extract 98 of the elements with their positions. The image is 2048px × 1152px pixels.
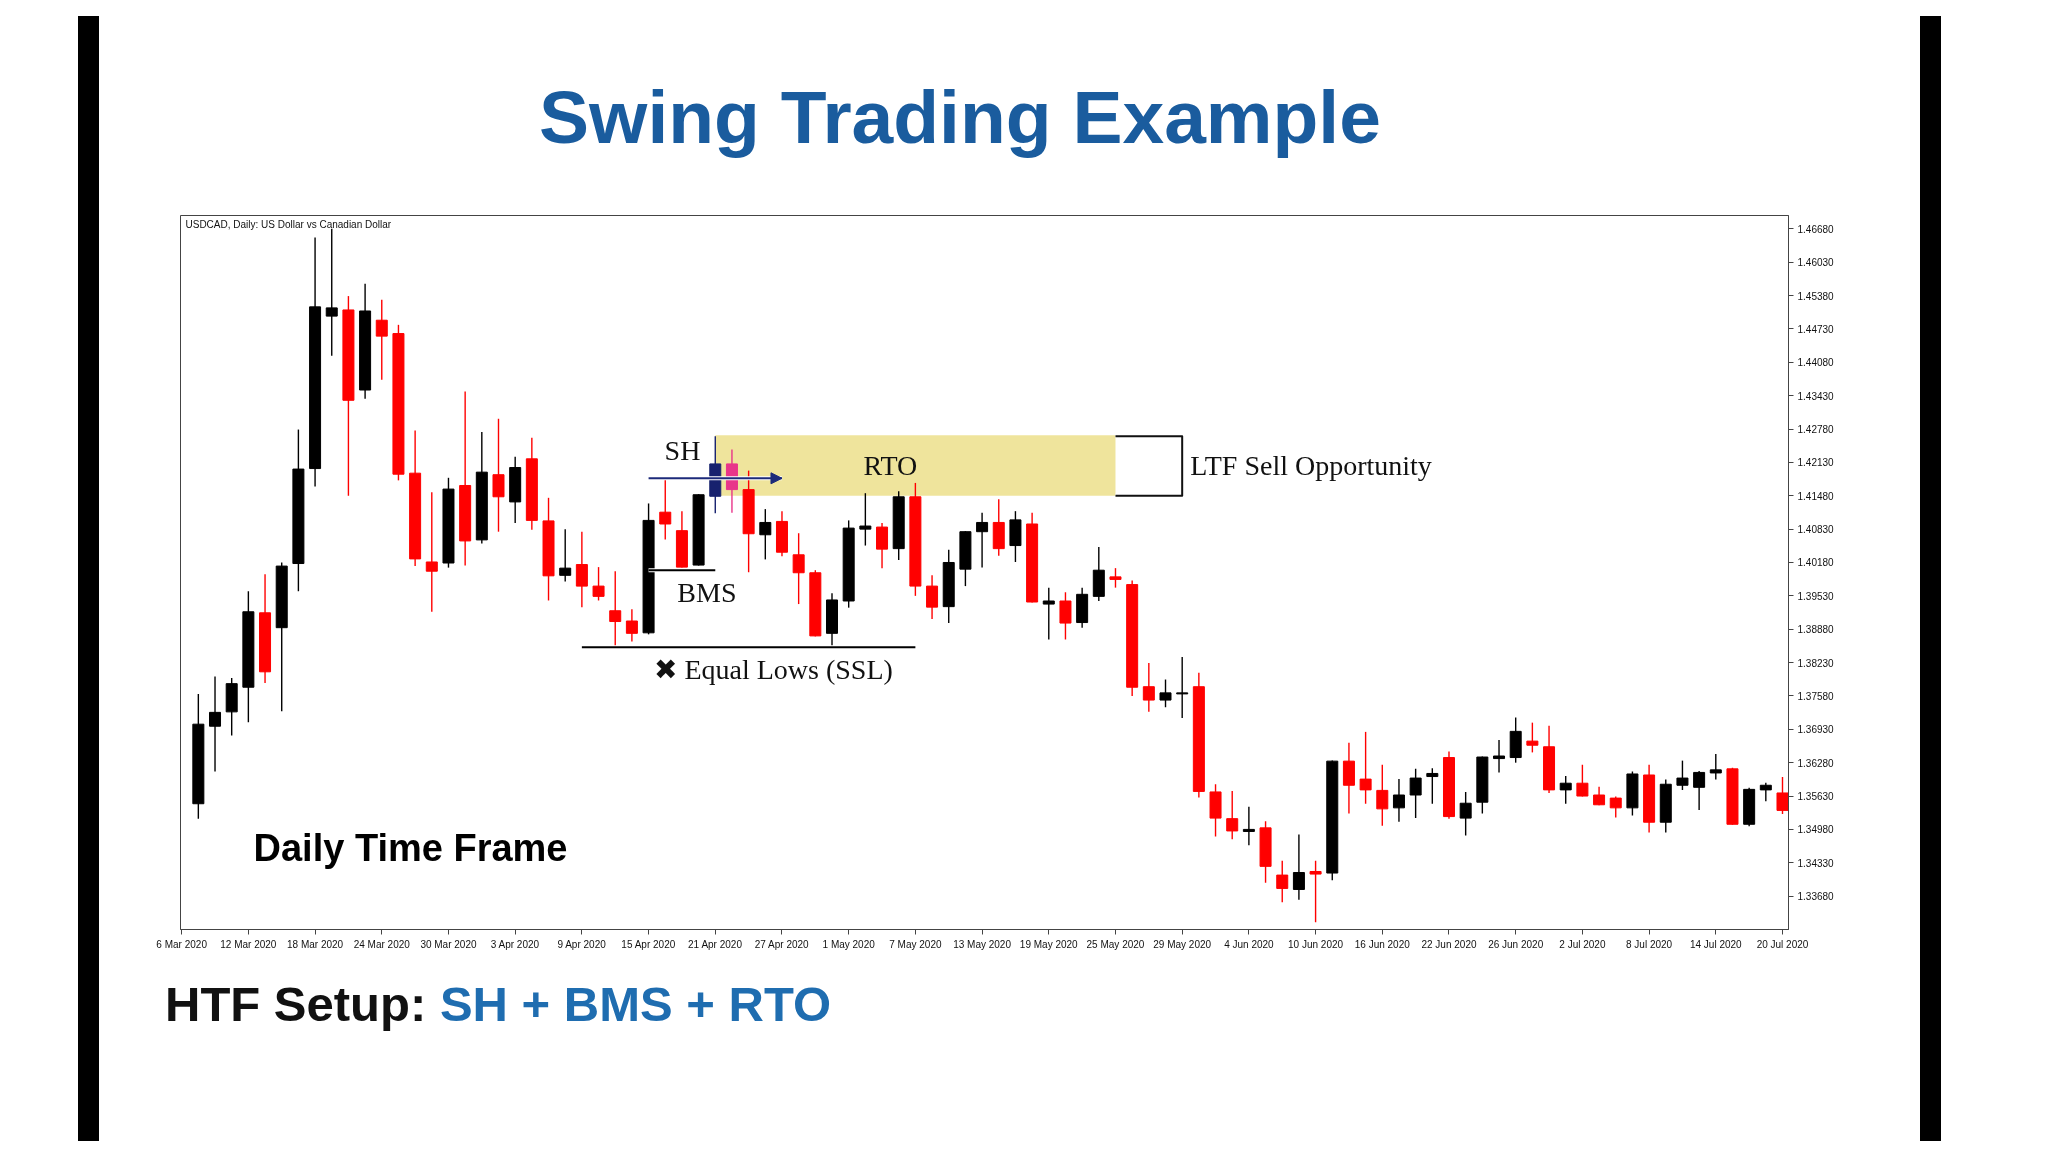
candlestick — [1359, 731, 1372, 805]
candlestick — [1426, 767, 1439, 805]
y-tick-label: 1.46030 — [1797, 257, 1835, 269]
candlestick — [1409, 768, 1422, 819]
y-tick-label: 1.43430 — [1797, 390, 1835, 402]
annotation: Daily Time Frame — [253, 826, 568, 869]
candlestick — [1693, 770, 1706, 811]
y-tick-label: 1.37580 — [1797, 690, 1835, 702]
x-tick-label: 14 Jul 2020 — [1689, 938, 1743, 950]
series-label: BMS — [677, 577, 737, 609]
candlestick — [976, 512, 989, 569]
x-tick-label: 15 Apr 2020 — [621, 938, 676, 950]
y-tick-label: 1.42780 — [1797, 424, 1835, 436]
candlestick — [759, 508, 772, 561]
candlestick — [325, 228, 338, 357]
candlestick — [1459, 791, 1472, 837]
y-tick-label: 1.42130 — [1797, 457, 1835, 469]
x-tick-label: 7 May 2020 — [889, 938, 942, 950]
y-tick-label: 1.45380 — [1797, 290, 1835, 302]
y-tick-label: 1.38880 — [1797, 624, 1835, 636]
y-tick-label: 1.38230 — [1797, 657, 1835, 669]
candlestick — [1676, 759, 1689, 791]
x-tick-label: 6 Mar 2020 — [156, 938, 208, 950]
candlestick — [1242, 806, 1255, 847]
candlestick — [1776, 776, 1789, 815]
x-tick-label: 30 Mar 2020 — [420, 938, 477, 950]
candlestick — [1526, 721, 1539, 754]
candlestick — [609, 570, 622, 647]
y-tick-label: 1.44080 — [1797, 357, 1835, 369]
series-label: SH — [664, 435, 701, 467]
text: HTF Setup: SH + BMS + RTO — [165, 977, 832, 1031]
candlestick — [1292, 833, 1305, 901]
candlestick — [1576, 764, 1589, 798]
x-tick-label: 2 Jul 2020 — [1559, 938, 1606, 950]
y-tick-label: 1.46680 — [1797, 223, 1835, 235]
x-tick-label: 3 Apr 2020 — [490, 938, 540, 950]
candlestick — [1309, 860, 1322, 924]
candlestick — [1276, 860, 1289, 903]
candlestick — [209, 675, 222, 773]
x-tick-label: 1 May 2020 — [822, 938, 876, 950]
series-label: RTO — [863, 450, 918, 482]
y-tick-label: 1.40180 — [1797, 557, 1835, 569]
y-tick-label: 1.34980 — [1797, 824, 1835, 836]
candlestick — [575, 530, 588, 608]
x-tick-label: 22 Jun 2020 — [1421, 938, 1477, 950]
x-tick-label: 26 Jun 2020 — [1488, 938, 1544, 950]
candlestick — [425, 491, 438, 613]
candlestick — [1709, 753, 1722, 781]
candlestick — [926, 574, 939, 620]
x-tick-label: 12 Mar 2020 — [220, 938, 277, 950]
candlestick — [1159, 678, 1172, 708]
x-tick-label: 21 Apr 2020 — [688, 938, 743, 950]
chart-subtitle: USDCAD, Daily: US Dollar vs Canadian Dollar — [185, 218, 392, 230]
x-tick-label: 16 Jun 2020 — [1354, 938, 1411, 950]
candlestick — [1376, 764, 1389, 827]
x-tick-label: 19 May 2020 — [1019, 938, 1079, 950]
y-tick-label: 1.40830 — [1797, 524, 1835, 536]
candlestick — [1059, 591, 1072, 641]
x-tick-label: 24 Mar 2020 — [353, 938, 411, 950]
candlestick — [375, 298, 388, 381]
candlestick — [1042, 586, 1055, 641]
candlestick — [1493, 739, 1506, 774]
candlestick — [559, 528, 572, 583]
y-tick-label: 1.36280 — [1797, 757, 1835, 769]
y-tick-label: 1.35630 — [1797, 791, 1835, 803]
candlestick — [1392, 778, 1405, 823]
candlestick — [1226, 790, 1239, 840]
candlestick — [1109, 567, 1122, 589]
y-tick-label: 1.33680 — [1797, 891, 1835, 903]
x-tick-label: 25 May 2020 — [1086, 938, 1145, 950]
y-tick-label: 1.44730 — [1797, 323, 1835, 335]
candlestick — [876, 522, 889, 569]
y-tick-label: 1.36930 — [1797, 724, 1835, 736]
candlestick — [1142, 662, 1155, 713]
candlestick — [859, 492, 872, 547]
candlestick — [659, 478, 672, 541]
x-tick-label: 10 Jun 2020 — [1288, 938, 1344, 950]
candlestick — [1176, 656, 1189, 719]
candlestick — [492, 418, 505, 533]
x-tick-label: 13 May 2020 — [953, 938, 1012, 950]
candlestick — [592, 566, 605, 602]
x-tick-label: 9 Apr 2020 — [557, 938, 607, 950]
x-tick-label: 27 Apr 2020 — [754, 938, 810, 950]
candlestick — [1559, 775, 1572, 805]
x-tick-label: 4 Jun 2020 — [1224, 938, 1275, 950]
candlestick — [625, 608, 638, 643]
y-tick-label: 1.41480 — [1797, 490, 1835, 502]
series-label: ✖ Equal Lows (SSL) — [654, 654, 893, 686]
x-tick-label: 20 Jul 2020 — [1756, 938, 1809, 950]
candlestick — [1759, 782, 1772, 802]
y-tick-label: 1.34330 — [1797, 857, 1835, 869]
x-tick-label: 18 Mar 2020 — [287, 938, 344, 950]
chart-title: Swing Trading Example — [538, 74, 1382, 159]
series-label: LTF Sell Opportunity — [1190, 450, 1432, 482]
x-tick-label: 29 May 2020 — [1153, 938, 1212, 950]
candlestick — [792, 532, 805, 605]
x-tick-label: 8 Jul 2020 — [1626, 938, 1673, 950]
y-tick-label: 1.39530 — [1797, 590, 1835, 602]
